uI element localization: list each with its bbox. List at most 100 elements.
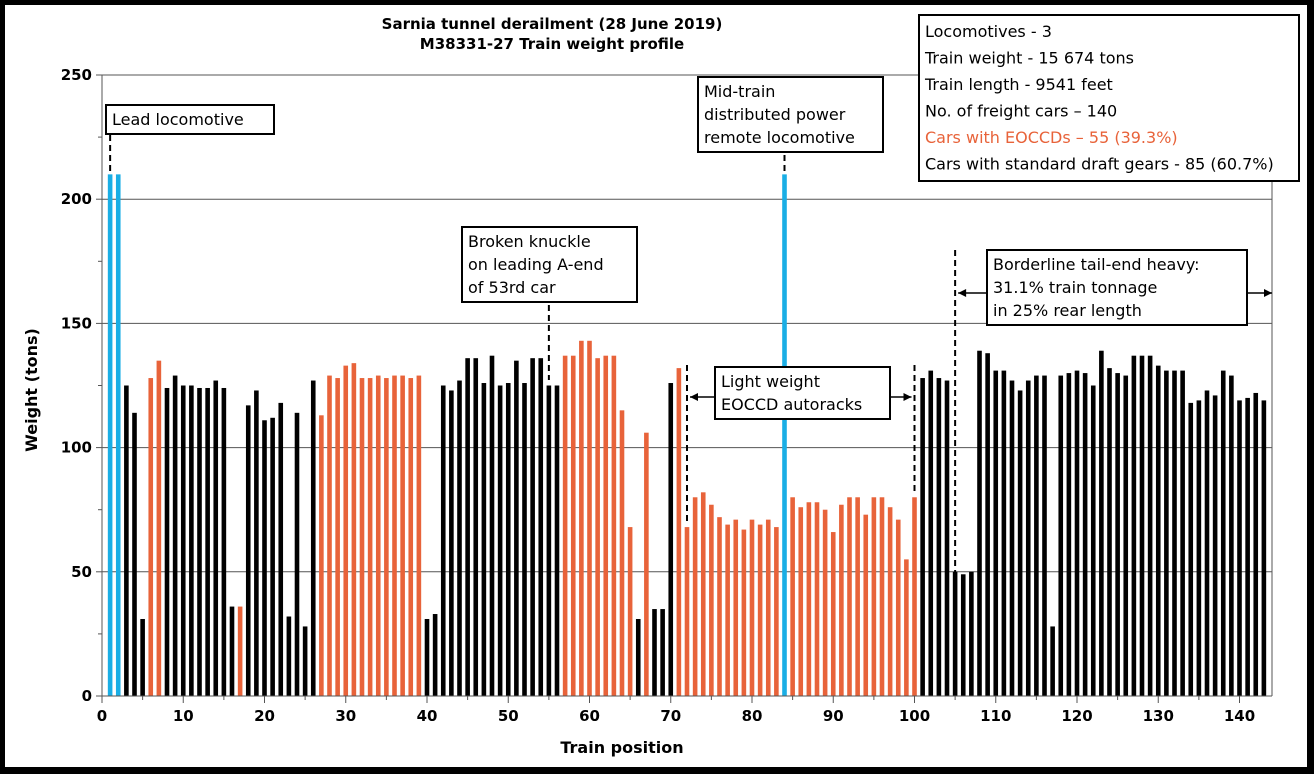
annotation-broken-knuckle-line: Broken knuckle xyxy=(468,232,591,251)
bar-position-67 xyxy=(644,432,649,696)
bar-position-50 xyxy=(505,383,511,696)
bar-position-51 xyxy=(514,360,519,696)
bar-position-48 xyxy=(489,355,495,696)
bar-position-119 xyxy=(1066,373,1072,696)
bar-position-54 xyxy=(538,358,544,696)
bar-position-85 xyxy=(790,497,795,696)
y-axis-label: Weight (tons) xyxy=(22,328,41,452)
bar-position-64 xyxy=(619,410,625,696)
bar-position-34 xyxy=(375,375,381,696)
bar-position-72 xyxy=(684,527,690,696)
x-tick-label: 70 xyxy=(660,707,681,725)
bar-position-33 xyxy=(367,378,373,696)
bar-position-14 xyxy=(213,380,219,696)
annotation-tail-end-heavy-line: in 25% rear length xyxy=(993,301,1142,320)
bar-position-21 xyxy=(270,417,275,696)
bar-position-121 xyxy=(1082,373,1088,696)
annotation-light-autoracks-line: EOCCD autoracks xyxy=(721,395,862,414)
bar-position-98 xyxy=(895,519,901,696)
y-tick-label: 150 xyxy=(61,314,92,332)
bar-position-91 xyxy=(839,504,844,696)
annotation-mid-train-locomotive-line: remote locomotive xyxy=(704,128,855,147)
bar-position-30 xyxy=(343,365,349,696)
bar-position-88 xyxy=(814,502,820,696)
bar-position-122 xyxy=(1090,385,1096,696)
bar-position-62 xyxy=(603,355,609,696)
bar-position-77 xyxy=(725,524,730,696)
bar-position-138 xyxy=(1220,370,1226,696)
bar-position-4 xyxy=(132,412,137,696)
bar-position-8 xyxy=(164,387,170,696)
bar-position-78 xyxy=(733,519,739,696)
bar-position-68 xyxy=(652,609,657,696)
bar-position-120 xyxy=(1074,370,1080,696)
info-line: No. of freight cars – 140 xyxy=(925,102,1117,121)
bar-position-92 xyxy=(847,497,852,696)
bar-position-42 xyxy=(440,385,446,696)
bar-position-29 xyxy=(335,378,340,696)
bar-position-31 xyxy=(351,363,357,696)
bar-position-114 xyxy=(1025,380,1031,696)
annotation-lead-locomotive-line: Lead locomotive xyxy=(112,110,244,129)
bar-position-63 xyxy=(611,355,617,696)
bar-position-49 xyxy=(497,385,503,696)
tail-end-arrow-left-head xyxy=(958,289,967,297)
bar-position-118 xyxy=(1058,375,1064,696)
bar-position-115 xyxy=(1034,375,1039,696)
bar-position-20 xyxy=(262,420,267,696)
bar-position-41 xyxy=(432,614,438,696)
autoracks-arrow-right-head xyxy=(903,393,912,401)
bar-position-89 xyxy=(822,509,828,696)
bar-position-141 xyxy=(1245,397,1250,696)
bar-position-24 xyxy=(294,412,300,696)
bar-position-27 xyxy=(319,415,324,696)
annotation-tail-end-heavy-border xyxy=(986,249,1248,326)
bar-position-61 xyxy=(595,358,600,696)
annotation-tail-end-heavy-line: 31.1% train tonnage xyxy=(993,278,1157,297)
bar-position-71 xyxy=(676,368,682,696)
bar-position-13 xyxy=(205,387,210,696)
bar-position-26 xyxy=(310,380,316,696)
bar-position-70 xyxy=(668,383,674,696)
bar-position-126 xyxy=(1123,375,1129,696)
bar-position-103 xyxy=(936,378,942,696)
bar-position-133 xyxy=(1180,370,1185,696)
bar-position-140 xyxy=(1237,400,1242,696)
bar-position-93 xyxy=(855,497,860,696)
bar-position-90 xyxy=(830,532,836,696)
bar-position-130 xyxy=(1155,365,1161,696)
x-tick-label: 40 xyxy=(417,707,438,725)
annotation-mid-train-locomotive-line: distributed power xyxy=(704,105,846,124)
bar-position-23 xyxy=(286,616,292,696)
bar-position-18 xyxy=(245,405,251,696)
bar-position-3 xyxy=(124,385,129,696)
bar-position-80 xyxy=(749,519,755,696)
annotation-broken-knuckle: Broken knuckle on leading A-end of 53rd ca… xyxy=(461,226,638,303)
bar-position-81 xyxy=(757,524,763,696)
bar-position-1 xyxy=(107,174,113,697)
x-tick-label: 90 xyxy=(823,707,844,725)
bar-position-131 xyxy=(1164,370,1169,696)
bar-position-82 xyxy=(765,519,771,696)
bar-position-57 xyxy=(562,355,568,696)
annotation-tail-end-heavy-line: Borderline tail-end heavy: xyxy=(993,255,1200,274)
annotation-broken-knuckle-border xyxy=(461,226,638,303)
bar-position-132 xyxy=(1172,370,1177,696)
bar-position-110 xyxy=(993,370,999,696)
bar-position-136 xyxy=(1204,390,1210,696)
bar-position-6 xyxy=(148,378,154,696)
info-line: Train weight - 15 674 tons xyxy=(924,49,1134,68)
bar-position-76 xyxy=(717,517,722,696)
bar-position-15 xyxy=(221,387,227,696)
bar-position-87 xyxy=(806,502,812,696)
bar-position-35 xyxy=(384,378,389,696)
x-tick-label: 0 xyxy=(97,707,107,725)
x-tick-label: 50 xyxy=(498,707,519,725)
bar-position-75 xyxy=(709,504,714,696)
bar-position-59 xyxy=(579,340,584,696)
y-tick-label: 50 xyxy=(71,563,92,581)
info-line: Train length - 9541 feet xyxy=(924,75,1113,94)
x-tick-label: 130 xyxy=(1143,707,1174,725)
chart-title: Sarnia tunnel derailment (28 June 2019) xyxy=(382,15,723,33)
bar-position-142 xyxy=(1253,392,1259,696)
